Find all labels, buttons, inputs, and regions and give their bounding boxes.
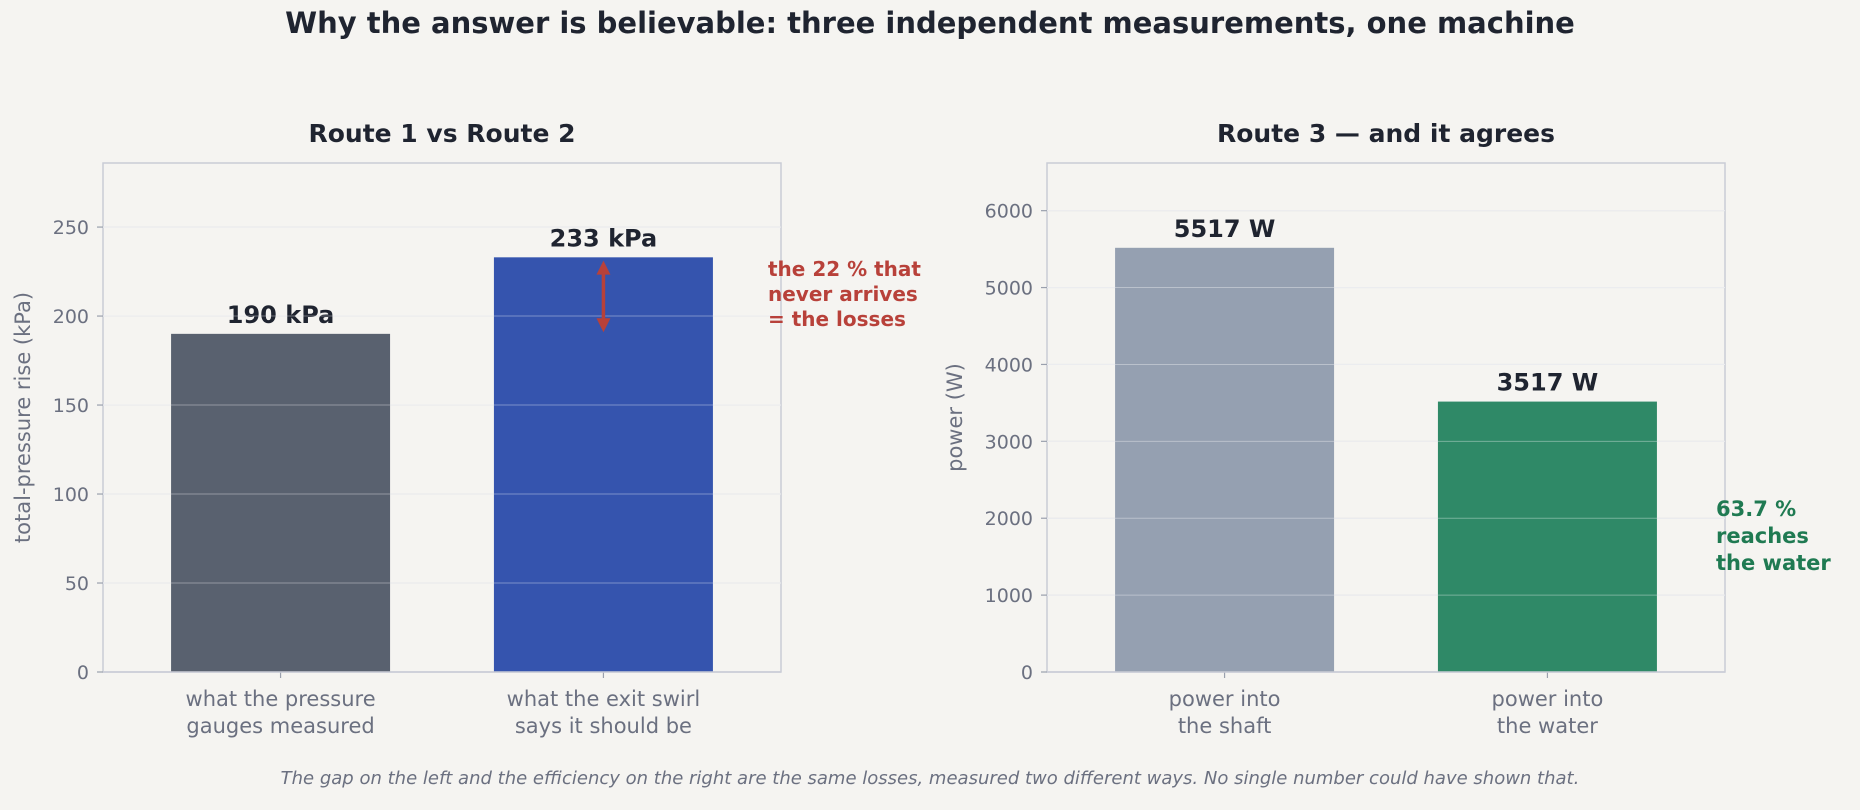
y-tick-label: 1000 <box>985 585 1033 607</box>
y-axis-label: total-pressure rise (kPa) <box>11 292 35 543</box>
bar-1 <box>171 333 391 672</box>
y-tick-label: 100 <box>53 484 89 506</box>
y-tick-label: 5000 <box>985 278 1033 300</box>
chart-panel-2: 0 1000 2000 3000 4000 5000 6000 5517 W power int… <box>943 119 1831 738</box>
bar-2 <box>1437 401 1657 672</box>
x-tick-label: gauges measured <box>186 714 374 738</box>
y-tick-label: 250 <box>53 217 89 239</box>
x-tick-label: says it should be <box>515 714 692 738</box>
x-tick-label: power into <box>1492 687 1604 711</box>
figure-caption: The gap on the left and the efficiency o… <box>280 768 1580 789</box>
loss-arrow-head-down <box>596 318 611 333</box>
y-tick-label: 2000 <box>985 508 1033 530</box>
y-tick-label: 50 <box>65 573 89 595</box>
figure-title: Why the answer is believable: three inde… <box>285 6 1575 40</box>
bar-value-label: 3517 W <box>1497 369 1599 397</box>
x-tick-label: power into <box>1169 687 1281 711</box>
x-tick-label: the shaft <box>1178 714 1272 738</box>
loss-arrow-head-up <box>596 260 611 275</box>
bar-1 <box>1115 247 1335 672</box>
annotation-line: 63.7 % <box>1716 497 1796 521</box>
y-tick-label: 4000 <box>985 354 1033 376</box>
bar-value-label: 233 kPa <box>550 224 658 252</box>
y-tick-label: 6000 <box>985 201 1033 223</box>
y-tick-label: 200 <box>53 306 89 328</box>
annotation-line: never arrives <box>768 282 918 306</box>
y-tick-label: 3000 <box>985 431 1033 453</box>
annotation-line: reaches <box>1716 524 1809 548</box>
bar-value-label: 5517 W <box>1174 215 1276 243</box>
x-tick-label: what the exit swirl <box>507 687 701 711</box>
annotation-line: = the losses <box>768 307 906 331</box>
y-axis-label: power (W) <box>943 363 967 472</box>
annotation-line: the 22 % that <box>768 257 921 281</box>
panel-title: Route 1 vs Route 2 <box>308 119 575 148</box>
annotation-line: the water <box>1716 551 1831 575</box>
panel-title: Route 3 — and it agrees <box>1217 119 1555 148</box>
chart-panel-1: 0 50 100 150 200 250 190 kPa what the pressure g… <box>11 119 921 738</box>
y-tick-label: 0 <box>1021 662 1033 684</box>
x-tick-label: the water <box>1497 714 1598 738</box>
y-tick-label: 150 <box>53 395 89 417</box>
bar-value-label: 190 kPa <box>227 301 335 329</box>
x-tick-label: what the pressure <box>186 687 376 711</box>
y-tick-label: 0 <box>77 662 89 684</box>
